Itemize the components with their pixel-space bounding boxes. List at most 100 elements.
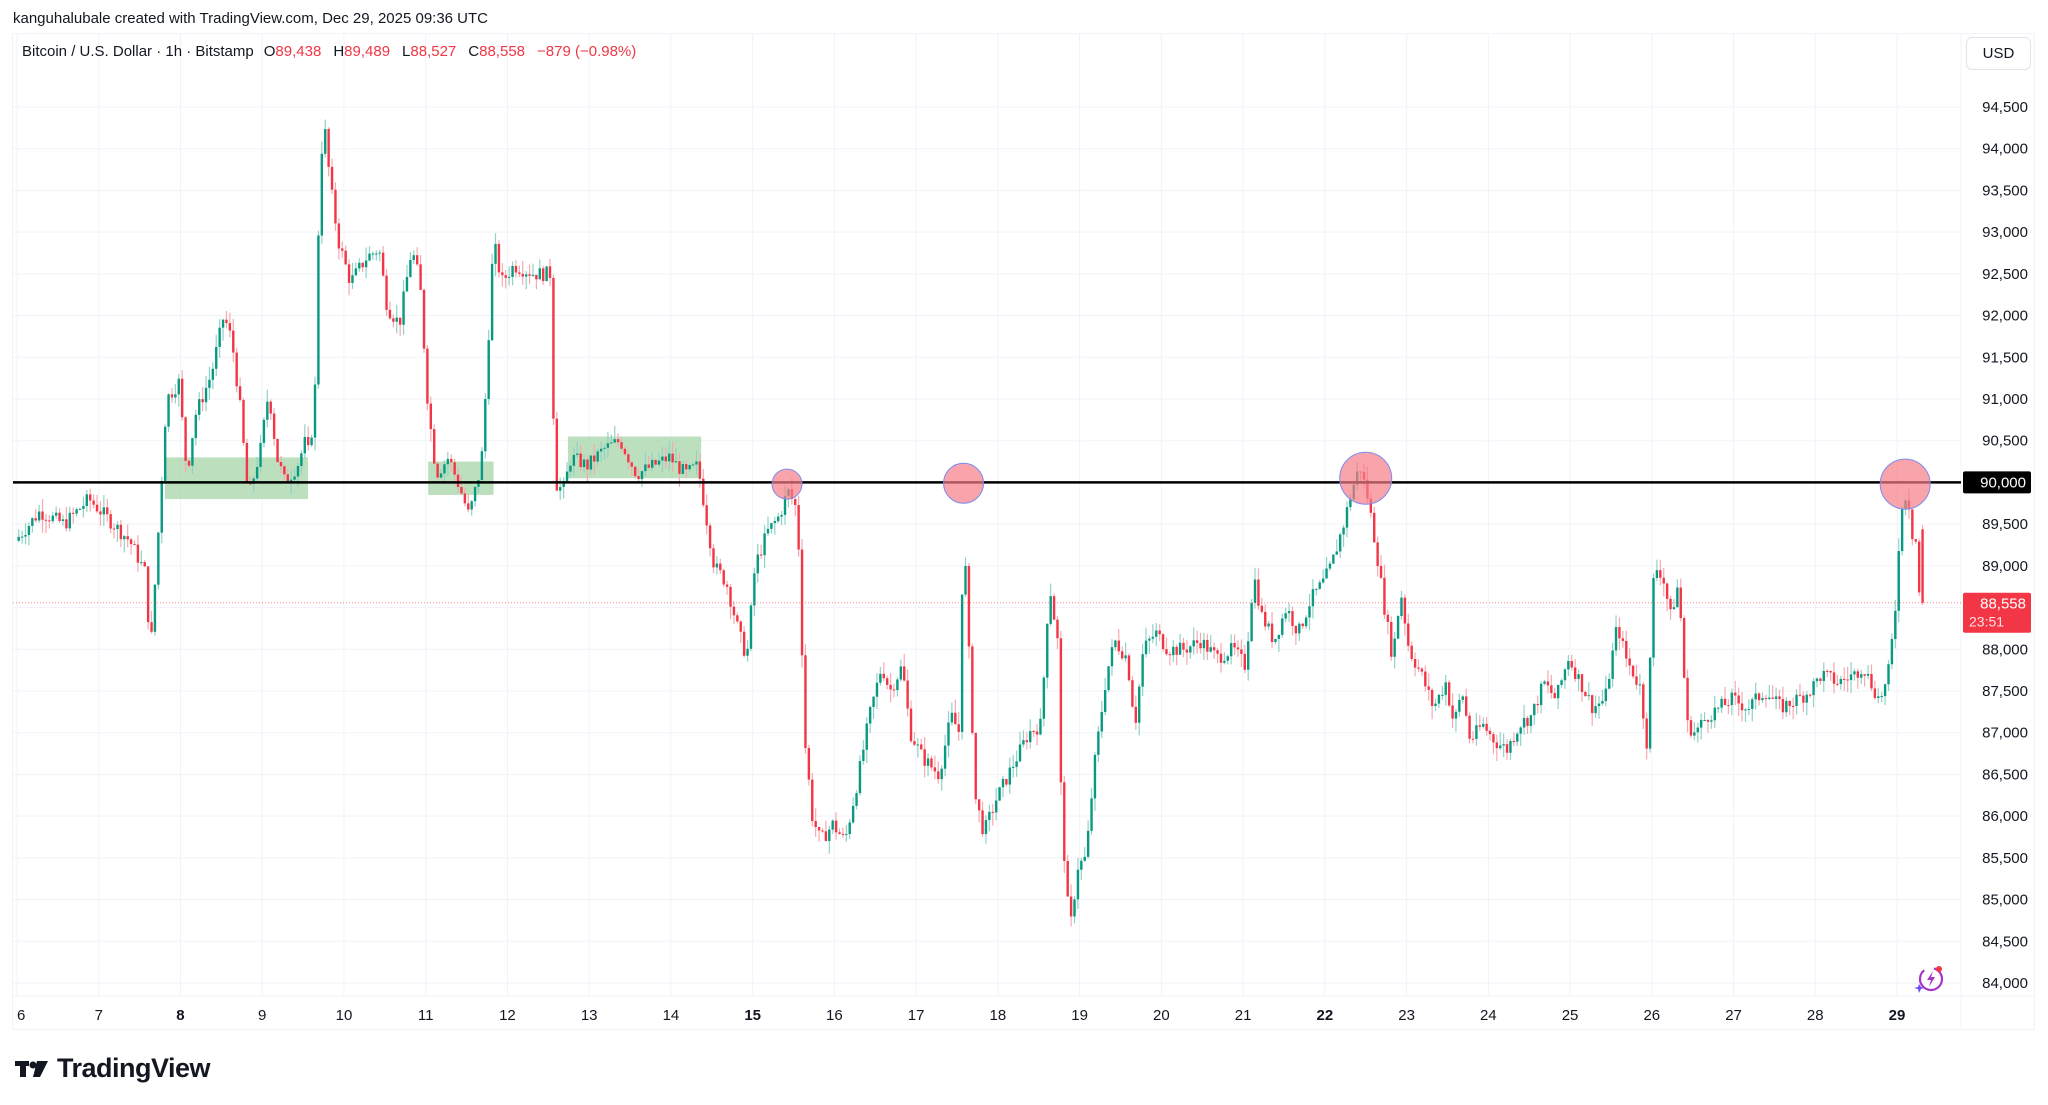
candle (1390, 621, 1393, 657)
candle (1454, 711, 1458, 719)
candle (54, 512, 58, 516)
candle (868, 707, 872, 724)
candle (354, 268, 358, 276)
candle (954, 712, 957, 725)
candle (794, 499, 797, 506)
change-value: −879 (−0.98%) (537, 43, 637, 60)
tradingview-logo[interactable]: TradingView (15, 1053, 211, 1084)
candle (347, 264, 351, 283)
candle (1291, 611, 1294, 626)
candle (1093, 754, 1097, 799)
candle (443, 464, 446, 474)
candle (1621, 638, 1625, 641)
time-tick-label: 25 (1562, 1007, 1579, 1024)
candle (1035, 731, 1039, 735)
candle (1022, 740, 1025, 745)
candle (412, 255, 415, 261)
candle (1730, 692, 1734, 706)
time-tick-label: 21 (1235, 1007, 1252, 1024)
candle (310, 437, 313, 446)
candle (143, 562, 146, 567)
candle (1464, 696, 1468, 716)
candle (109, 514, 112, 529)
price-tick-label: 85,000 (1982, 892, 2028, 909)
candle (1614, 627, 1618, 651)
candle (569, 465, 572, 472)
current-price-label: 88,558 (1980, 596, 2026, 613)
candle (106, 507, 109, 515)
candle (804, 655, 807, 749)
candle (1737, 695, 1740, 704)
candle (1328, 563, 1332, 569)
candle (119, 524, 123, 540)
candle (994, 800, 998, 813)
candle (306, 436, 310, 446)
candle (640, 471, 644, 480)
price-tick-label: 93,000 (1982, 224, 2028, 241)
candle (85, 494, 89, 506)
candle (1764, 698, 1768, 700)
candle (879, 673, 882, 683)
close-value: 88,558 (479, 43, 526, 60)
time-tick-label: 12 (499, 1007, 516, 1024)
candle (542, 268, 545, 282)
candle (1829, 671, 1832, 673)
currency-button[interactable]: USD (1966, 37, 2031, 70)
candle (1618, 627, 1621, 639)
candle (1781, 699, 1785, 713)
candle (920, 744, 923, 750)
candle (1706, 719, 1710, 722)
candle (1158, 630, 1161, 635)
candle (817, 827, 821, 831)
candle (170, 394, 174, 398)
candle (1086, 830, 1090, 857)
candle (1502, 744, 1505, 746)
tradingview-logo-icon (15, 1060, 48, 1077)
candle (998, 787, 1001, 801)
candle (984, 820, 988, 835)
candle (1008, 767, 1012, 785)
candle (1826, 670, 1829, 672)
candle (1315, 588, 1318, 590)
candle (1005, 778, 1008, 785)
grid-lines (12, 33, 2035, 1030)
price-axis: 84,000 84,500 85,000 85,500 86,000 86,500 87,0… (1982, 99, 2028, 992)
candle (725, 584, 729, 587)
candle (603, 447, 606, 449)
candle (1686, 677, 1689, 721)
time-tick-label: 22 (1316, 1007, 1333, 1024)
candle (1444, 682, 1447, 695)
candle (685, 464, 688, 470)
candle (286, 474, 289, 483)
candle (1270, 623, 1274, 642)
candle (1808, 694, 1812, 696)
candle (1185, 649, 1189, 653)
candle (845, 834, 848, 836)
candle (433, 429, 436, 464)
candle (1233, 643, 1236, 648)
candle (1206, 639, 1209, 652)
candle (838, 832, 841, 834)
candle (1873, 688, 1877, 698)
candle (950, 712, 954, 723)
candle (834, 820, 838, 833)
candle (1536, 703, 1539, 706)
candle (620, 442, 623, 449)
candle (436, 463, 439, 478)
candle (729, 586, 732, 607)
candle (1573, 667, 1577, 679)
candle (1073, 899, 1076, 917)
candle (1430, 689, 1434, 707)
time-tick-label: 19 (1071, 1007, 1088, 1024)
candle (1458, 699, 1461, 712)
lightning-assistant-icon[interactable] (1912, 962, 1948, 996)
candle (1863, 674, 1866, 676)
candle (1662, 577, 1665, 584)
candle (341, 248, 344, 251)
candle (977, 799, 981, 811)
candle (1161, 634, 1165, 650)
candle (405, 276, 409, 292)
candle (1836, 683, 1839, 685)
candle (923, 749, 926, 766)
